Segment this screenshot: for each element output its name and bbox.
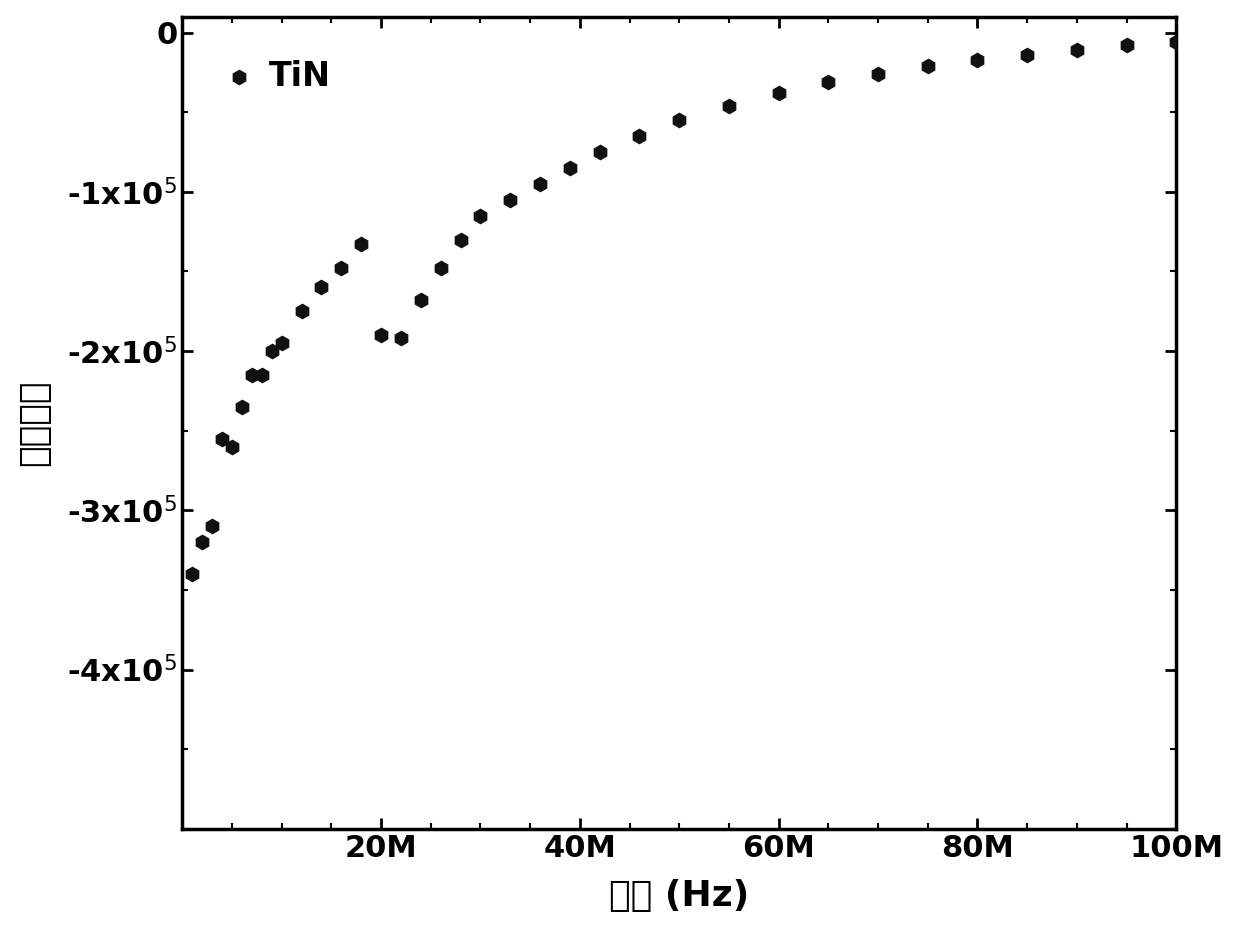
Point	[1017, 47, 1037, 62]
Point	[918, 59, 937, 73]
Point	[470, 208, 490, 223]
Point	[272, 336, 291, 351]
X-axis label: 频率 (Hz): 频率 (Hz)	[609, 880, 749, 913]
Point	[1167, 34, 1187, 49]
Y-axis label: 介电常数: 介电常数	[16, 379, 51, 466]
Point	[252, 367, 272, 382]
Point	[719, 99, 739, 113]
Point	[311, 280, 331, 295]
Point	[192, 535, 212, 550]
Point	[222, 439, 242, 454]
Point	[590, 144, 610, 159]
Point	[331, 260, 351, 275]
Point	[182, 566, 202, 581]
Point	[1117, 38, 1137, 53]
Point	[430, 260, 450, 275]
Point	[1066, 43, 1086, 58]
Point	[560, 161, 580, 176]
Point	[670, 113, 689, 127]
Point	[262, 344, 281, 359]
Point	[410, 293, 430, 308]
Point	[450, 232, 470, 247]
Point	[391, 331, 410, 346]
Point	[630, 128, 650, 143]
Point	[212, 432, 232, 446]
Point	[291, 304, 311, 319]
Point	[868, 67, 888, 82]
Point	[202, 519, 222, 534]
Point	[371, 327, 391, 342]
Point	[242, 367, 262, 382]
Point	[769, 86, 789, 100]
Point	[967, 52, 987, 67]
Legend: TiN: TiN	[198, 33, 357, 120]
Point	[818, 74, 838, 89]
Point	[232, 399, 252, 414]
Point	[531, 177, 551, 192]
Point	[351, 237, 371, 252]
Point	[501, 193, 521, 207]
